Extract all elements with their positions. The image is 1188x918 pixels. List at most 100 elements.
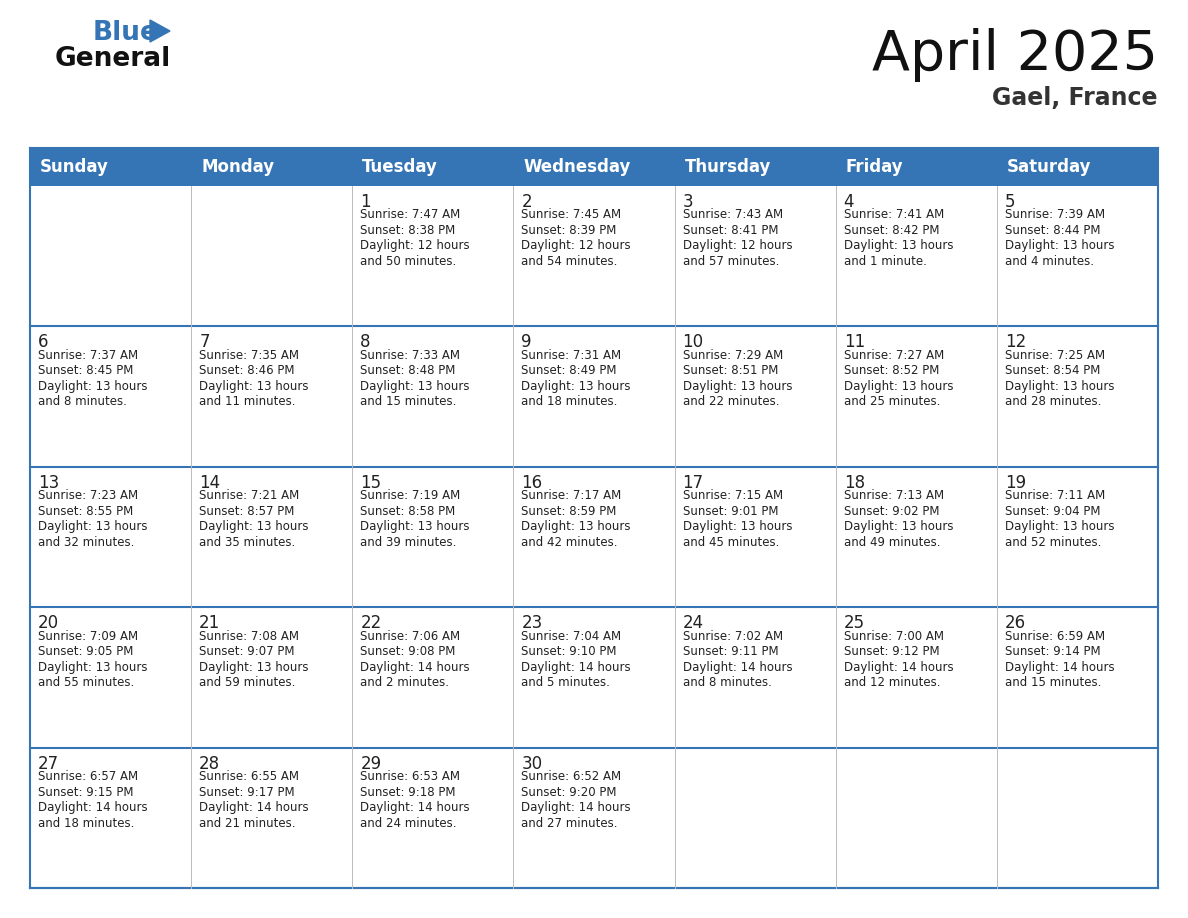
Text: Daylight: 12 hours: Daylight: 12 hours [683,240,792,252]
Text: and 22 minutes.: and 22 minutes. [683,396,779,409]
Text: and 15 minutes.: and 15 minutes. [360,396,456,409]
Text: and 54 minutes.: and 54 minutes. [522,255,618,268]
Text: Sunset: 8:38 PM: Sunset: 8:38 PM [360,224,455,237]
Text: Daylight: 12 hours: Daylight: 12 hours [360,240,470,252]
Bar [513,466,675,607]
Text: Sunrise: 7:00 AM: Sunrise: 7:00 AM [843,630,943,643]
Text: Sunset: 8:42 PM: Sunset: 8:42 PM [843,224,940,237]
Bar [191,747,353,888]
Bar [675,466,835,607]
Text: 2: 2 [522,193,532,211]
Text: Daylight: 13 hours: Daylight: 13 hours [1005,380,1114,393]
Text: Sunset: 8:44 PM: Sunset: 8:44 PM [1005,224,1100,237]
Text: 5: 5 [1005,193,1016,211]
Text: Sunset: 8:52 PM: Sunset: 8:52 PM [843,364,939,377]
Text: and 39 minutes.: and 39 minutes. [360,536,456,549]
Text: Sunrise: 7:27 AM: Sunrise: 7:27 AM [843,349,944,362]
Text: Sunrise: 7:04 AM: Sunrise: 7:04 AM [522,630,621,643]
Text: and 8 minutes.: and 8 minutes. [683,677,771,689]
Bar [513,747,675,888]
Text: Sunset: 8:48 PM: Sunset: 8:48 PM [360,364,456,377]
Bar [835,607,997,747]
Text: Sunset: 9:12 PM: Sunset: 9:12 PM [843,645,940,658]
Text: 26: 26 [1005,614,1026,633]
Text: 15: 15 [360,474,381,492]
Bar [30,747,191,888]
Text: 6: 6 [38,333,49,352]
Text: Daylight: 13 hours: Daylight: 13 hours [843,521,953,533]
Text: Sunrise: 7:21 AM: Sunrise: 7:21 AM [200,489,299,502]
Text: and 18 minutes.: and 18 minutes. [38,817,134,830]
Text: Blue: Blue [93,20,159,46]
Bar [191,466,353,607]
Bar [835,186,997,327]
Text: 22: 22 [360,614,381,633]
Bar [675,747,835,888]
Bar [835,327,997,466]
Bar [30,148,1158,186]
Bar [353,747,513,888]
Text: Sunset: 8:49 PM: Sunset: 8:49 PM [522,364,617,377]
Text: 14: 14 [200,474,220,492]
Text: and 1 minute.: and 1 minute. [843,255,927,268]
Text: Daylight: 13 hours: Daylight: 13 hours [38,661,147,674]
Text: Daylight: 12 hours: Daylight: 12 hours [522,240,631,252]
Text: and 27 minutes.: and 27 minutes. [522,817,618,830]
Text: Sunrise: 7:11 AM: Sunrise: 7:11 AM [1005,489,1105,502]
Text: General: General [55,46,171,72]
Bar [30,327,191,466]
Text: Daylight: 13 hours: Daylight: 13 hours [200,521,309,533]
Text: Sunset: 9:01 PM: Sunset: 9:01 PM [683,505,778,518]
Text: Sunset: 9:10 PM: Sunset: 9:10 PM [522,645,617,658]
Bar [513,327,675,466]
Text: 30: 30 [522,755,543,773]
Text: Daylight: 13 hours: Daylight: 13 hours [38,521,147,533]
Text: Sunset: 9:18 PM: Sunset: 9:18 PM [360,786,456,799]
Text: Sunset: 9:11 PM: Sunset: 9:11 PM [683,645,778,658]
Text: Daylight: 13 hours: Daylight: 13 hours [360,521,469,533]
Text: Daylight: 13 hours: Daylight: 13 hours [200,661,309,674]
Bar [30,466,191,607]
Text: 23: 23 [522,614,543,633]
Text: 4: 4 [843,193,854,211]
Text: and 59 minutes.: and 59 minutes. [200,677,296,689]
Text: Saturday: Saturday [1007,158,1092,176]
Text: April 2025: April 2025 [872,28,1158,82]
Text: and 2 minutes.: and 2 minutes. [360,677,449,689]
Text: 1: 1 [360,193,371,211]
Text: Sunset: 8:55 PM: Sunset: 8:55 PM [38,505,133,518]
Bar [191,607,353,747]
Text: and 55 minutes.: and 55 minutes. [38,677,134,689]
Text: Sunset: 9:20 PM: Sunset: 9:20 PM [522,786,617,799]
Bar [997,747,1158,888]
Text: 29: 29 [360,755,381,773]
Text: Sunrise: 7:23 AM: Sunrise: 7:23 AM [38,489,138,502]
Text: Daylight: 13 hours: Daylight: 13 hours [200,380,309,393]
Text: and 35 minutes.: and 35 minutes. [200,536,296,549]
Text: 28: 28 [200,755,220,773]
Text: Daylight: 13 hours: Daylight: 13 hours [38,380,147,393]
Text: Daylight: 14 hours: Daylight: 14 hours [522,801,631,814]
Bar [997,466,1158,607]
Text: Sunday: Sunday [40,158,109,176]
Text: Daylight: 14 hours: Daylight: 14 hours [360,661,470,674]
Text: 17: 17 [683,474,703,492]
Text: 19: 19 [1005,474,1026,492]
Text: Daylight: 13 hours: Daylight: 13 hours [1005,240,1114,252]
Text: and 4 minutes.: and 4 minutes. [1005,255,1094,268]
Text: and 32 minutes.: and 32 minutes. [38,536,134,549]
Text: Daylight: 14 hours: Daylight: 14 hours [1005,661,1114,674]
Bar [675,186,835,327]
Text: Daylight: 13 hours: Daylight: 13 hours [843,380,953,393]
Text: Sunrise: 6:55 AM: Sunrise: 6:55 AM [200,770,299,783]
Text: Sunrise: 7:17 AM: Sunrise: 7:17 AM [522,489,621,502]
Text: and 49 minutes.: and 49 minutes. [843,536,940,549]
Text: Sunrise: 7:06 AM: Sunrise: 7:06 AM [360,630,461,643]
Text: Sunrise: 7:45 AM: Sunrise: 7:45 AM [522,208,621,221]
Bar [353,327,513,466]
Text: and 28 minutes.: and 28 minutes. [1005,396,1101,409]
Text: Sunset: 8:54 PM: Sunset: 8:54 PM [1005,364,1100,377]
Text: Sunrise: 7:29 AM: Sunrise: 7:29 AM [683,349,783,362]
Text: Sunset: 8:58 PM: Sunset: 8:58 PM [360,505,455,518]
Text: Sunrise: 7:33 AM: Sunrise: 7:33 AM [360,349,460,362]
